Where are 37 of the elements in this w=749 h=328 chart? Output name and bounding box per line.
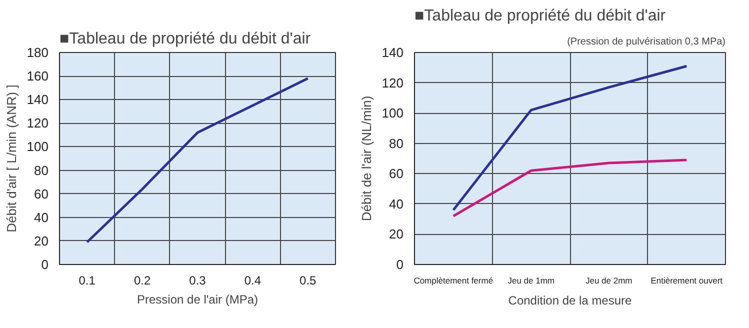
y-tick-label: 180 xyxy=(26,45,49,60)
y-tick-label: 120 xyxy=(26,116,49,131)
y-tick-label: 140 xyxy=(382,45,404,60)
x-tick-label: 0.1 xyxy=(78,274,96,288)
y-tick-label: 120 xyxy=(382,75,404,90)
x-axis-title: Pression de l'air (MPa) xyxy=(137,292,258,306)
x-tick-label: Jeu de 1mm xyxy=(508,276,555,286)
y-tick-label: 60 xyxy=(34,186,49,202)
y-tick-label: 100 xyxy=(26,139,49,154)
line-series xyxy=(452,158,688,218)
y-tick-label: 40 xyxy=(389,196,404,212)
x-tick-label: Complètement fermé xyxy=(414,276,494,286)
y-tick-label: 0 xyxy=(396,257,404,272)
x-tick-label: 0.4 xyxy=(244,274,262,288)
chart-title: ■Tableau de propriété du débit d'air xyxy=(414,8,666,24)
x-tick-label: 0.5 xyxy=(300,274,317,288)
y-tick-label: 20 xyxy=(389,226,404,242)
y-tick-label: 20 xyxy=(34,233,49,248)
y-tick-label: 0 xyxy=(41,257,49,272)
y-tick-label: 80 xyxy=(34,162,49,178)
chart-subtitle: (Pression de pulvérisation 0,3 MPa) xyxy=(567,36,726,48)
x-tick-label: 0.2 xyxy=(134,274,151,288)
line-series xyxy=(452,64,688,212)
y-tick-label: 80 xyxy=(389,136,404,151)
x-tick-label: Entièrement ouvert xyxy=(650,276,724,286)
x-tick-label: Jeu de 2mm xyxy=(585,276,632,286)
chart-title: ■Tableau de propriété du débit d'air xyxy=(60,30,312,48)
y-tick-label: 160 xyxy=(26,68,49,84)
line-series xyxy=(86,77,310,244)
y-tick-label: 100 xyxy=(382,106,404,121)
x-axis-title: Condition de la mesure xyxy=(508,294,632,308)
y-tick-label: 60 xyxy=(389,166,404,182)
y-axis-title: Débit d'air [ L/min (ANR) ] xyxy=(4,84,19,232)
y-axis-title: Débit de l'air (NL/min) xyxy=(358,96,374,222)
y-tick-label: 140 xyxy=(26,92,49,108)
y-tick-label: 40 xyxy=(34,210,49,225)
x-tick-label: 0.3 xyxy=(189,274,206,288)
